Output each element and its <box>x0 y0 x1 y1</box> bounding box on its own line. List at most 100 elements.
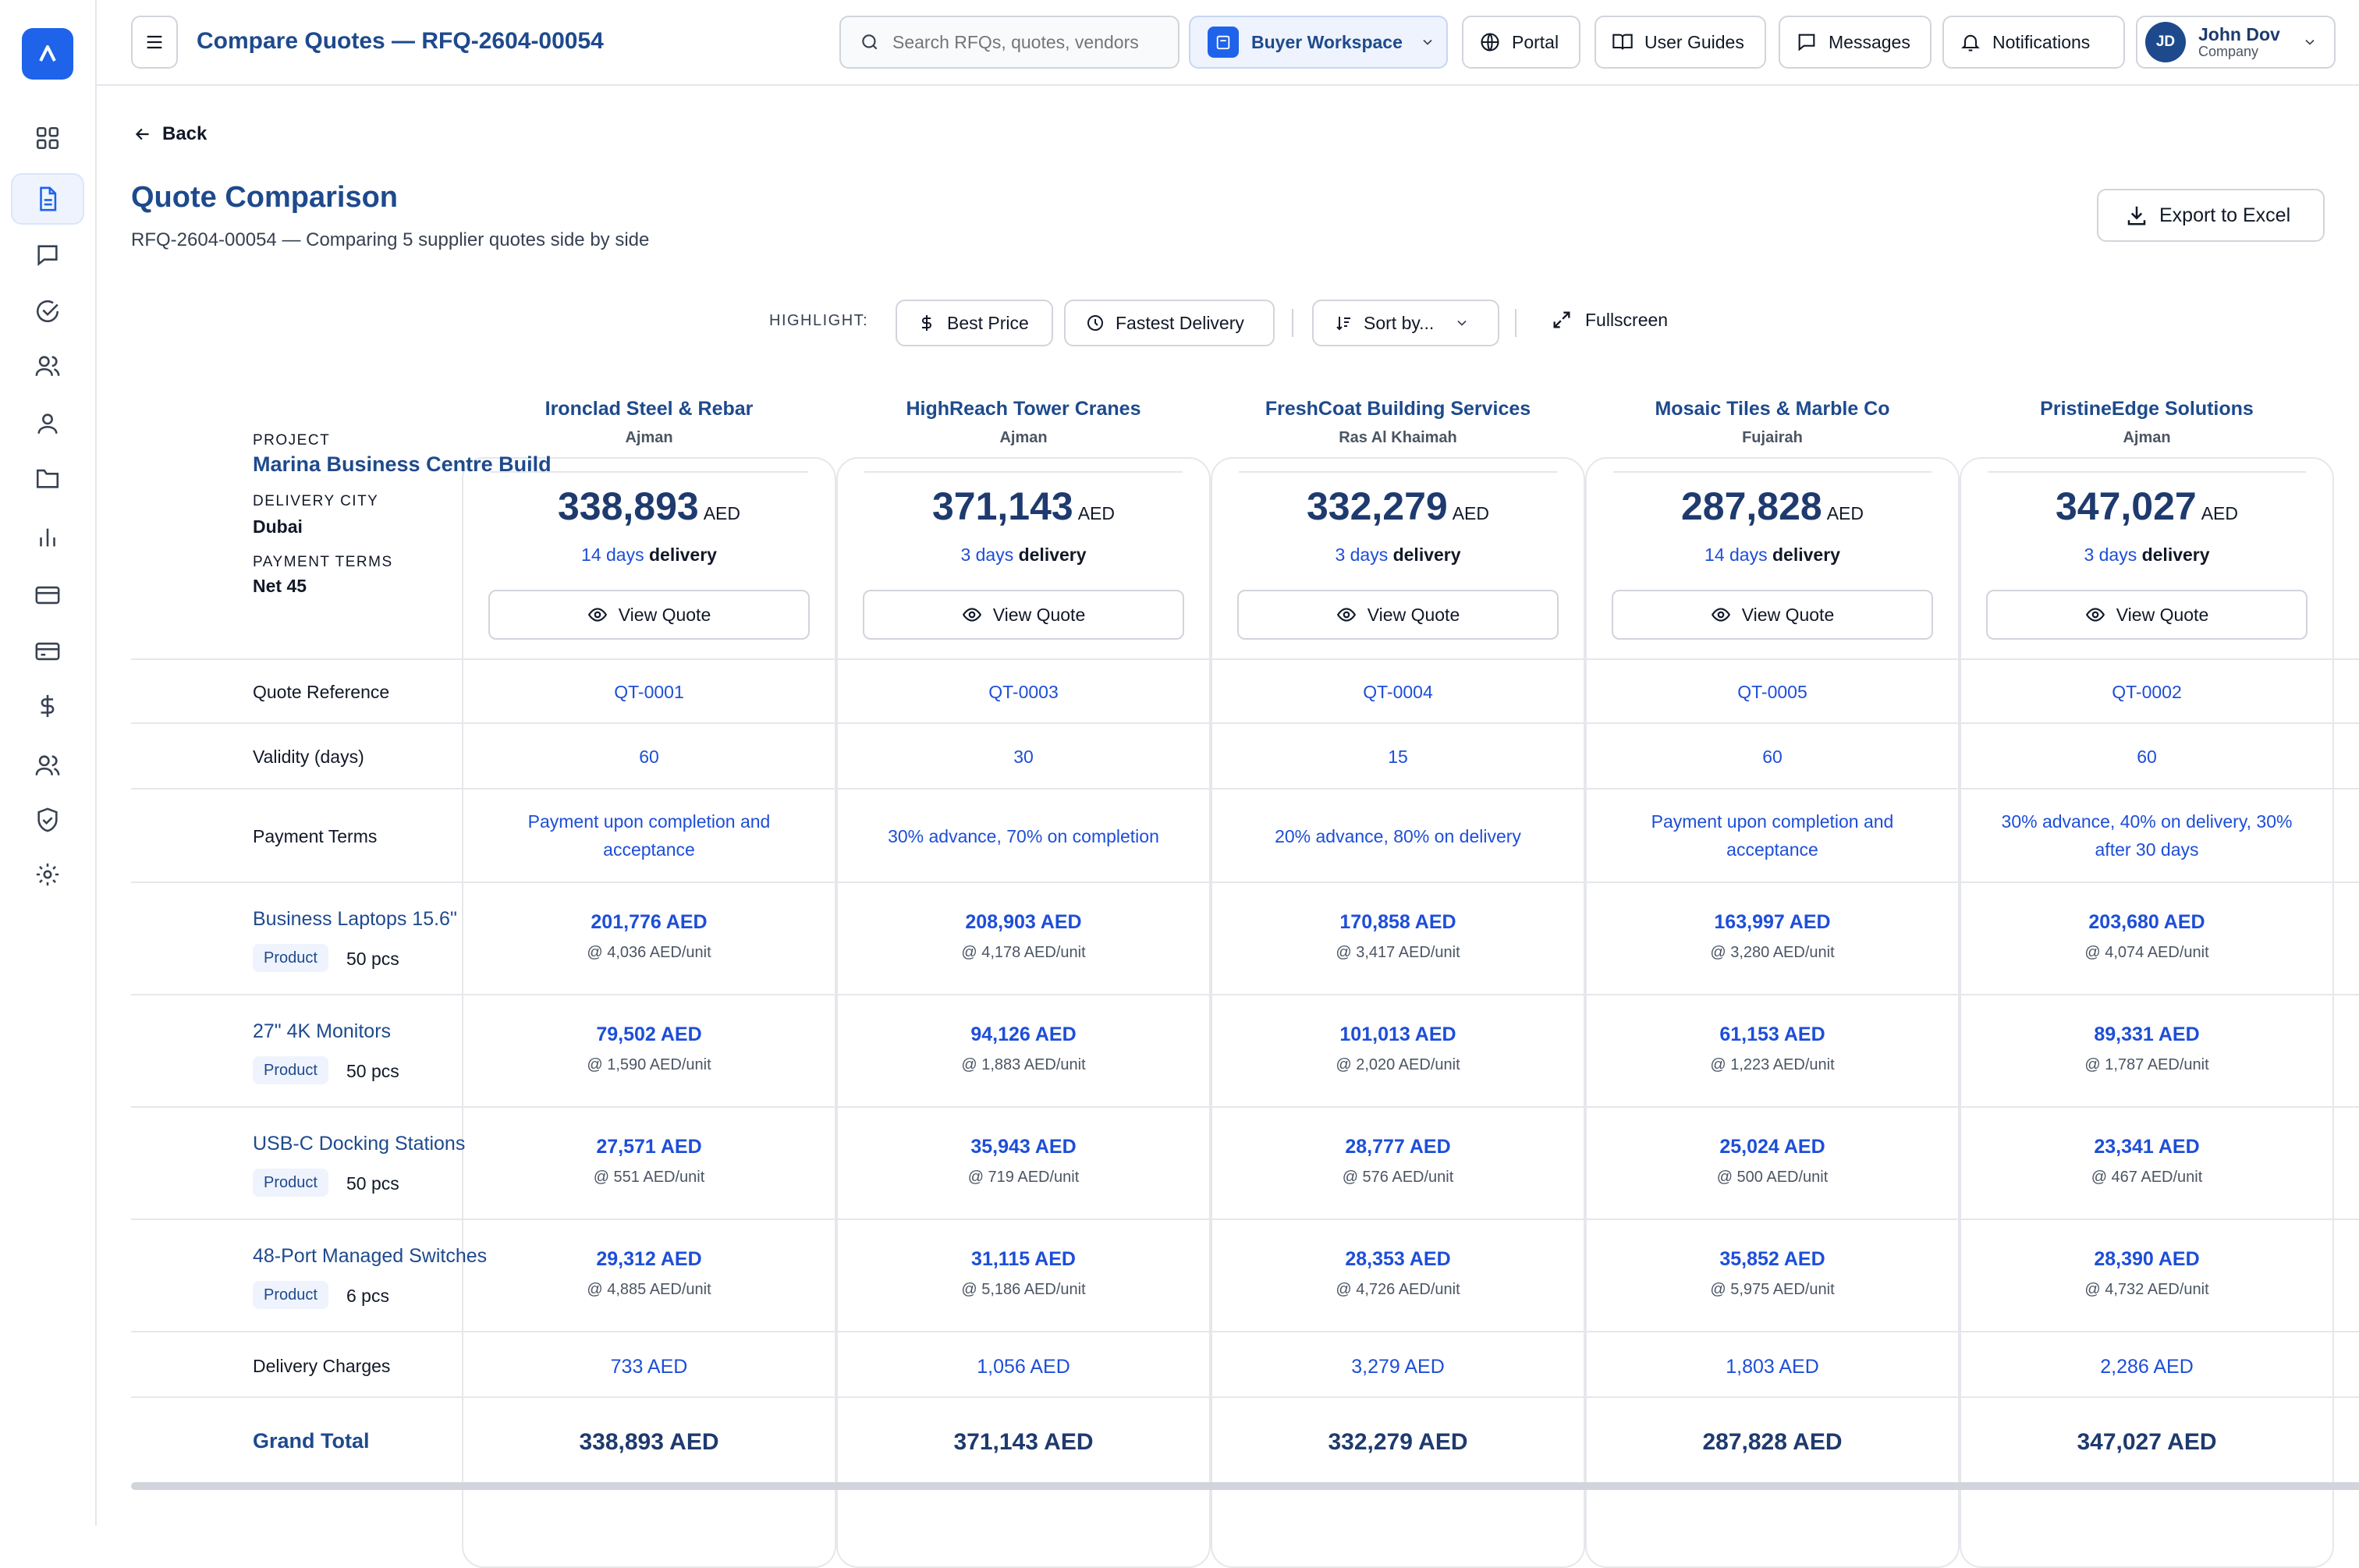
arrow-left-icon <box>135 128 149 140</box>
menu-button[interactable] <box>131 16 178 69</box>
export-excel-button[interactable]: Export to Excel <box>2097 189 2325 242</box>
line-item-amount: 203,680 AED <box>2088 911 2205 933</box>
back-link[interactable]: Back <box>133 123 207 145</box>
user-guides-button[interactable]: User Guides <box>1595 16 1766 69</box>
total-amount: 371,143 <box>931 484 1073 528</box>
view-quote-button[interactable]: View Quote <box>488 590 810 640</box>
download-icon <box>2127 206 2146 225</box>
workspace-select[interactable]: Buyer Workspace <box>1189 16 1448 69</box>
total-amount: 287,828 <box>1680 484 1822 528</box>
sidebar-item-settings[interactable] <box>11 849 84 900</box>
view-quote-button[interactable]: View Quote <box>1986 590 2308 640</box>
sidebar-item-team[interactable] <box>11 740 84 791</box>
vendor-name: PristineEdge Solutions <box>2040 398 2254 420</box>
delivery-charges: 1,056 AED <box>977 1356 1070 1378</box>
eye-icon <box>962 608 981 622</box>
sidebar-item-payments[interactable] <box>11 626 84 677</box>
app-logo[interactable] <box>22 28 73 80</box>
quote-reference[interactable]: QT-0003 <box>988 682 1059 702</box>
portal-button[interactable]: Portal <box>1462 16 1580 69</box>
item-name[interactable]: Business Laptops 15.6" <box>253 908 457 930</box>
chat-icon <box>37 245 58 266</box>
globe-icon <box>1481 33 1499 51</box>
credit-card-icon <box>35 642 60 661</box>
line-item-amount: 101,013 AED <box>1339 1023 1456 1045</box>
logo-icon <box>39 45 56 62</box>
vendor-city: Ajman <box>999 429 1048 446</box>
horizontal-scrollbar[interactable] <box>131 1482 2359 1490</box>
currency: AED <box>1077 503 1116 523</box>
row-divider <box>131 1106 2359 1108</box>
sidebar-item-compliance[interactable] <box>11 794 84 846</box>
product-badge: Product <box>253 1281 328 1309</box>
delivery-time: 14 days delivery <box>1585 545 1960 566</box>
row-divider <box>131 994 2359 995</box>
item-name[interactable]: USB-C Docking Stations <box>253 1133 466 1155</box>
eye-icon <box>587 608 607 622</box>
sidebar-item-billing[interactable] <box>11 569 84 621</box>
messages-button[interactable]: Messages <box>1779 16 1932 69</box>
notifications-button[interactable]: Notifications <box>1942 16 2125 69</box>
sidebar-item-folders[interactable] <box>11 452 84 504</box>
quote-reference[interactable]: QT-0001 <box>614 682 684 702</box>
delivery-time: 14 days delivery <box>462 545 836 566</box>
sidebar-item-dashboard[interactable] <box>11 112 84 164</box>
sidebar-item-approvals[interactable] <box>11 286 84 337</box>
sidebar-item-finance[interactable] <box>11 680 84 732</box>
quote-reference[interactable]: QT-0005 <box>1737 682 1807 702</box>
item-qty: 50 pcs <box>346 1173 399 1194</box>
row-label-payment-terms: Payment Terms <box>253 826 378 846</box>
quote-reference[interactable]: QT-0004 <box>1363 682 1433 702</box>
view-quote-button[interactable]: View Quote <box>1612 590 1933 640</box>
card-divider <box>1613 471 1932 473</box>
vendor-name: HighReach Tower Cranes <box>906 398 1141 420</box>
best-price-button[interactable]: Best Price <box>896 300 1053 346</box>
dollar-icon <box>41 694 55 718</box>
vendor-city: Ajman <box>625 429 673 446</box>
vendor-city: Ras Al Khaimah <box>1339 429 1457 446</box>
item-name[interactable]: 48-Port Managed Switches <box>253 1245 488 1267</box>
clock-icon <box>1087 315 1103 331</box>
search-box[interactable] <box>839 16 1180 69</box>
payment-terms-value: Net 45 <box>253 576 307 596</box>
sidebar-item-profile[interactable] <box>11 398 84 449</box>
project-label: PROJECT <box>253 432 331 449</box>
delivery-word: delivery <box>649 545 717 565</box>
unit-price: @ 5,186 AED/unit <box>961 1281 1086 1298</box>
vendor-total-price: 338,893 AED <box>462 484 836 529</box>
search-input[interactable] <box>892 31 1158 53</box>
sidebar-item-vendors[interactable] <box>11 340 84 392</box>
validity-days: 60 <box>2137 747 2157 767</box>
line-item-amount: 28,353 AED <box>1345 1248 1451 1270</box>
sidebar-item-messages[interactable] <box>11 229 84 281</box>
item-name[interactable]: 27" 4K Monitors <box>253 1020 392 1042</box>
row-divider <box>131 658 2359 660</box>
line-item-amount: 89,331 AED <box>2094 1023 2200 1045</box>
grand-total: 332,279 AED <box>1328 1429 1468 1455</box>
view-quote-button[interactable]: View Quote <box>863 590 1184 640</box>
user-menu[interactable]: JD John Dov Company <box>2136 16 2336 69</box>
fastest-delivery-button[interactable]: Fastest Delivery <box>1064 300 1275 346</box>
portal-label: Portal <box>1512 31 1559 52</box>
delivery-charges: 2,286 AED <box>2100 1356 2194 1378</box>
unit-price: @ 4,885 AED/unit <box>587 1281 711 1298</box>
window-title: Compare Quotes — RFQ-2604-00054 <box>197 28 604 54</box>
quote-reference[interactable]: QT-0002 <box>2112 682 2182 702</box>
product-badge: Product <box>253 944 328 972</box>
sidebar-item-reports[interactable] <box>11 512 84 563</box>
sidebar-item-rfqs[interactable] <box>11 173 84 225</box>
sort-select[interactable]: Sort by... <box>1312 300 1499 346</box>
payment-terms-line: acceptance <box>603 839 695 860</box>
delivery-days: 14 days <box>581 545 644 565</box>
line-item-amount: 201,776 AED <box>591 911 708 933</box>
eye-icon <box>2085 608 2105 622</box>
bar-chart-icon <box>40 528 55 547</box>
line-item-amount: 31,115 AED <box>971 1248 1076 1270</box>
currency: AED <box>1452 503 1490 523</box>
expand-icon <box>1553 311 1570 328</box>
vendor-total-price: 332,279 AED <box>1211 484 1585 529</box>
view-quote-button[interactable]: View Quote <box>1237 590 1559 640</box>
line-item-amount: 170,858 AED <box>1339 911 1456 933</box>
row-divider <box>131 882 2359 883</box>
fullscreen-button[interactable]: Fullscreen <box>1551 309 1668 331</box>
